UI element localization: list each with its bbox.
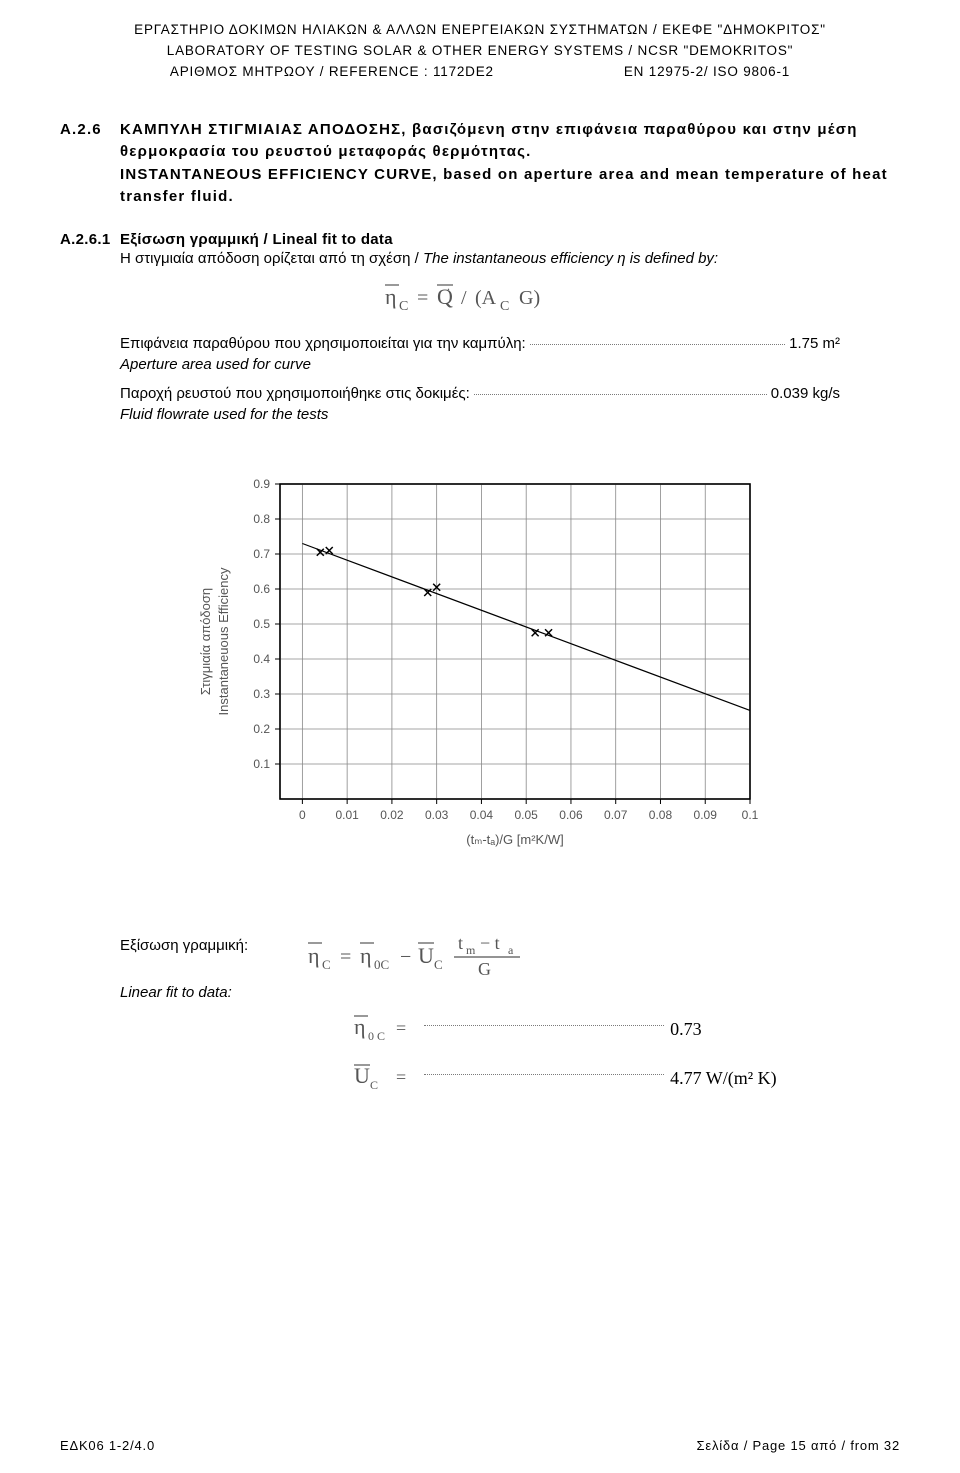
svg-text:C: C (322, 957, 331, 972)
svg-text:0.2: 0.2 (253, 722, 270, 736)
linear-fit-label-gr: Εξίσωση γραμμική: (120, 929, 248, 962)
eta0-symbol: η 0 C = (308, 1012, 418, 1047)
eta0-value: 0.73 (670, 1019, 702, 1040)
svg-text:m: m (466, 943, 476, 957)
section-heading: Α.2.6 ΚΑΜΠΥΛΗ ΣΤΙΓΜΙΑΙΑΣ ΑΠΟΔΟΣΗΣ, βασιζ… (60, 119, 900, 164)
svg-text:η: η (308, 943, 320, 968)
svg-text:η: η (354, 1014, 366, 1039)
svg-text:C: C (500, 299, 509, 314)
svg-text:0.04: 0.04 (470, 808, 494, 822)
svg-text:0: 0 (299, 808, 306, 822)
subsection-body: Η στιγμιαία απόδοση ορίζεται από τη σχέσ… (120, 248, 900, 271)
efficiency-chart: 0 0.01 0.02 0.03 0.04 0.05 0.06 0.07 0.08 0.09 0.1… (60, 474, 900, 859)
svg-text:0.03: 0.03 (425, 808, 449, 822)
svg-text:C: C (370, 1078, 378, 1091)
svg-text:(A: (A (475, 287, 497, 309)
aperture-label-en: Aperture area used for curve (120, 354, 900, 377)
svg-text:0.3: 0.3 (253, 687, 270, 701)
svg-text:=: = (340, 946, 351, 968)
svg-text:0.1: 0.1 (253, 757, 270, 771)
uc-value: 4.77 W/(m² K) (670, 1068, 777, 1089)
subsection-heading: Α.2.6.1 Εξίσωση γραμμική / Lineal fit to… (60, 231, 900, 248)
svg-text:η: η (360, 943, 372, 968)
header-line-2: LABORATORY OF TESTING SOLAR & OTHER ENER… (60, 41, 900, 62)
reference-number: ΑΡΙΘΜΟΣ ΜΗΤΡΩΟΥ / REFERENCE : 1172DE2 (170, 64, 494, 79)
svg-text:Q: Q (437, 284, 453, 309)
flowrate-row: Παροχή ρευστού που χρησιμοποιήθηκε στις … (120, 385, 840, 402)
svg-text:U: U (354, 1063, 370, 1088)
svg-text:/: / (461, 287, 467, 309)
svg-text:0.08: 0.08 (649, 808, 673, 822)
svg-text:Instantaneuous Efficiency: Instantaneuous Efficiency (216, 567, 231, 715)
svg-text:0.8: 0.8 (253, 512, 270, 526)
flowrate-value: 0.039 kg/s (771, 385, 840, 402)
flowrate-label-en: Fluid flowrate used for the tests (120, 404, 900, 427)
standard-number: EN 12975-2/ ISO 9806-1 (624, 64, 790, 79)
svg-text:=: = (417, 287, 428, 309)
linear-fit-labels: Εξίσωση γραμμική: Linear fit to data: (120, 929, 248, 1009)
footer-right: Σελίδα / Page 15 από / from 32 (697, 1438, 900, 1453)
svg-text:.: . (447, 282, 450, 293)
svg-text:Στιγμιαία απόδοση: Στιγμιαία απόδοση (198, 588, 213, 695)
aperture-value: 1.75 m² (789, 335, 840, 352)
svg-text:0.07: 0.07 (604, 808, 628, 822)
svg-text:0.6: 0.6 (253, 582, 270, 596)
aperture-row: Επιφάνεια παραθύρου που χρησιμοποιείται … (120, 335, 840, 352)
linear-fit-block: Εξίσωση γραμμική: Linear fit to data: η … (120, 929, 840, 1110)
definition-text-gr: Η στιγμιαία απόδοση ορίζεται από τη σχέσ… (120, 250, 423, 267)
linear-fit-main-formula: η C = η 0C − U C t m − t a G (308, 929, 840, 986)
efficiency-formula: η C = Q . / (A C G) (60, 282, 900, 321)
svg-text:−: − (400, 946, 411, 968)
svg-text:0 C: 0 C (368, 1029, 385, 1042)
section-title-gr: ΚΑΜΠΥΛΗ ΣΤΙΓΜΙΑΙΑΣ ΑΠΟΔΟΣΗΣ, βασιζόμενη … (120, 119, 900, 164)
svg-text:0.7: 0.7 (253, 547, 270, 561)
svg-text:0.4: 0.4 (253, 652, 270, 666)
uc-row: U C = 4.77 W/(m² K) (308, 1061, 840, 1096)
subsection-title: Εξίσωση γραμμική / Lineal fit to data (120, 231, 393, 248)
page-footer: ΕΔΚ06 1-2/4.0 Σελίδα / Page 15 από / fro… (60, 1438, 900, 1453)
svg-text:0.05: 0.05 (515, 808, 539, 822)
flowrate-label: Παροχή ρευστού που χρησιμοποιήθηκε στις … (120, 385, 470, 402)
svg-text:0.9: 0.9 (253, 477, 270, 491)
svg-text:0.02: 0.02 (380, 808, 404, 822)
chart-svg: 0 0.01 0.02 0.03 0.04 0.05 0.06 0.07 0.08 0.09 0.1… (190, 474, 770, 854)
footer-left: ΕΔΚ06 1-2/4.0 (60, 1438, 155, 1453)
svg-text:t: t (458, 933, 463, 953)
header-reference-row: ΑΡΙΘΜΟΣ ΜΗΤΡΩΟΥ / REFERENCE : 1172DE2 EN… (60, 64, 900, 79)
svg-text:0.5: 0.5 (253, 617, 270, 631)
svg-text:η: η (385, 284, 397, 309)
linear-fit-label-en: Linear fit to data: (120, 976, 248, 1009)
svg-text:G): G) (519, 287, 540, 309)
definition-text-en: The instantaneous efficiency η is define… (423, 250, 718, 267)
document-header: ΕΡΓΑΣΤΗΡΙΟ ΔΟΚΙΜΩΝ ΗΛΙΑΚΩΝ & ΑΛΛΩΝ ΕΝΕΡΓ… (60, 20, 900, 79)
svg-text:G: G (478, 959, 491, 979)
uc-symbol: U C = (308, 1061, 418, 1096)
linear-fit-formulas: η C = η 0C − U C t m − t a G (308, 929, 840, 1110)
svg-text:− t: − t (480, 933, 500, 953)
svg-text:U: U (418, 943, 434, 968)
section-heading-en: INSTANTANEOUS EFFICIENCY CURVE, based on… (60, 164, 900, 209)
svg-text:0.01: 0.01 (335, 808, 359, 822)
section-number: Α.2.6 (60, 119, 120, 164)
svg-text:C: C (434, 957, 443, 972)
header-line-1: ΕΡΓΑΣΤΗΡΙΟ ΔΟΚΙΜΩΝ ΗΛΙΑΚΩΝ & ΑΛΛΩΝ ΕΝΕΡΓ… (60, 20, 900, 41)
section-a26: Α.2.6 ΚΑΜΠΥΛΗ ΣΤΙΓΜΙΑΙΑΣ ΑΠΟΔΟΣΗΣ, βασιζ… (60, 119, 900, 209)
svg-text:0.06: 0.06 (559, 808, 583, 822)
svg-text:0.09: 0.09 (694, 808, 718, 822)
svg-text:=: = (396, 1018, 406, 1038)
eta0-row: η 0 C = 0.73 (308, 1012, 840, 1047)
svg-text:C: C (399, 299, 408, 314)
svg-text:0.1: 0.1 (742, 808, 759, 822)
svg-text:(tₘ-tₐ)/G [m²K/W]: (tₘ-tₐ)/G [m²K/W] (466, 832, 563, 847)
section-title-en: INSTANTANEOUS EFFICIENCY CURVE, based on… (120, 164, 900, 209)
svg-text:0C: 0C (374, 957, 389, 972)
svg-text:a: a (508, 943, 514, 957)
subsection-number: Α.2.6.1 (60, 231, 120, 248)
aperture-label: Επιφάνεια παραθύρου που χρησιμοποιείται … (120, 335, 526, 352)
svg-text:=: = (396, 1067, 406, 1087)
